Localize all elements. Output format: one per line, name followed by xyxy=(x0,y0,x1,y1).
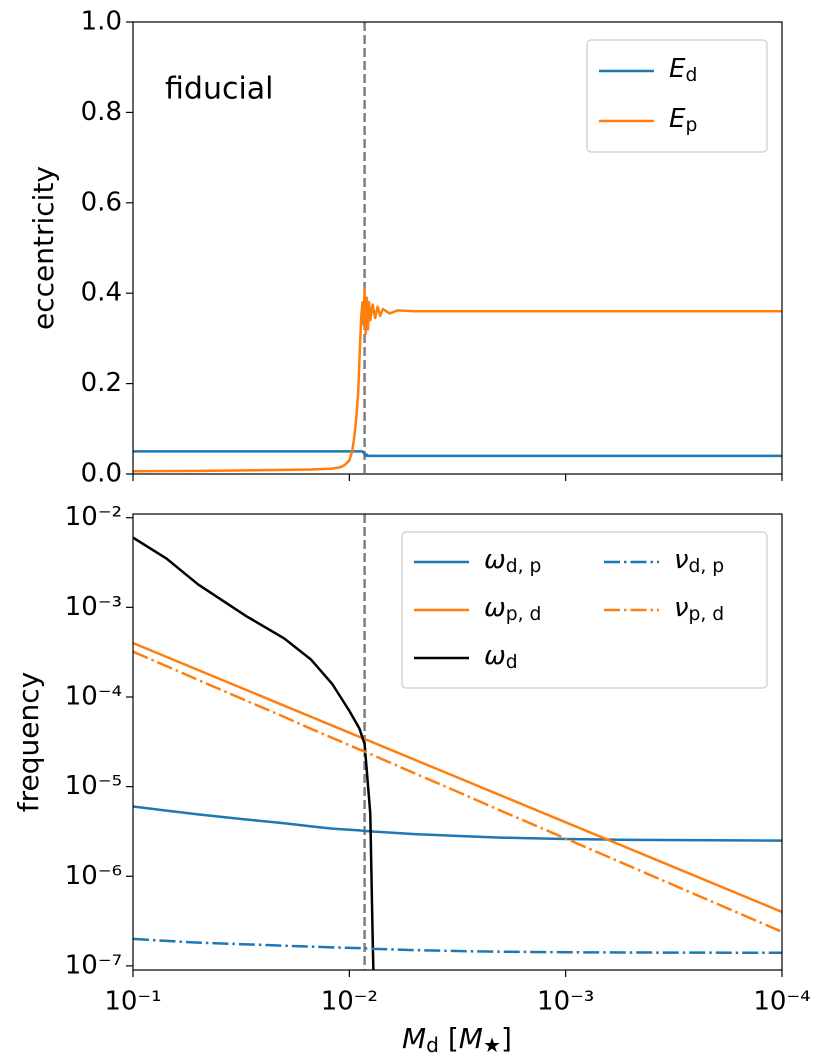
y-tick-label: 1.0 xyxy=(81,7,122,37)
legend-label: ωp, d xyxy=(484,593,541,625)
axes-frame xyxy=(132,513,783,971)
legend-label: Ep xyxy=(669,104,697,136)
legend-label: νp, d xyxy=(674,593,724,625)
plot-area xyxy=(133,22,782,474)
x-tick-label: 10⁻¹ xyxy=(104,987,161,1017)
data-line xyxy=(133,287,782,473)
legend-label: ωd xyxy=(484,641,518,673)
data-line xyxy=(133,536,375,970)
y-tick-label: 0.2 xyxy=(81,368,122,398)
x-tick-label: 10⁻² xyxy=(321,987,378,1017)
legend-label: νd, p xyxy=(674,545,724,577)
plot-area xyxy=(133,514,782,970)
legend-label: Ed xyxy=(669,54,697,86)
data-line xyxy=(133,805,782,842)
data-line xyxy=(133,450,782,458)
legend-label: ωd, p xyxy=(484,545,541,577)
axes-frame xyxy=(132,21,783,475)
legend-box xyxy=(586,39,768,153)
x-axis-label: Md [M★] xyxy=(402,1022,512,1057)
annotation: fiducial xyxy=(165,72,274,107)
y-tick-label: 0.8 xyxy=(81,97,122,127)
legend-box xyxy=(401,531,768,689)
y-tick-label: 10⁻⁵ xyxy=(65,771,122,801)
y-axis-label: frequency xyxy=(12,672,45,812)
y-tick-label: 0.6 xyxy=(81,187,122,217)
data-line xyxy=(133,937,782,955)
data-line xyxy=(133,641,782,914)
y-tick-label: 0.0 xyxy=(81,459,122,489)
y-tick-label: 10⁻² xyxy=(65,502,122,532)
y-tick-label: 10⁻³ xyxy=(65,592,122,622)
y-axis-label: eccentricity xyxy=(27,166,60,330)
y-tick-label: 10⁻⁷ xyxy=(65,950,122,980)
y-tick-label: 0.4 xyxy=(81,278,122,308)
y-tick-label: 10⁻⁴ xyxy=(65,681,122,711)
data-line xyxy=(133,650,782,933)
x-tick-label: 10⁻³ xyxy=(537,987,594,1017)
y-tick-label: 10⁻⁶ xyxy=(65,861,122,891)
x-tick-label: 10⁻⁴ xyxy=(753,987,810,1017)
